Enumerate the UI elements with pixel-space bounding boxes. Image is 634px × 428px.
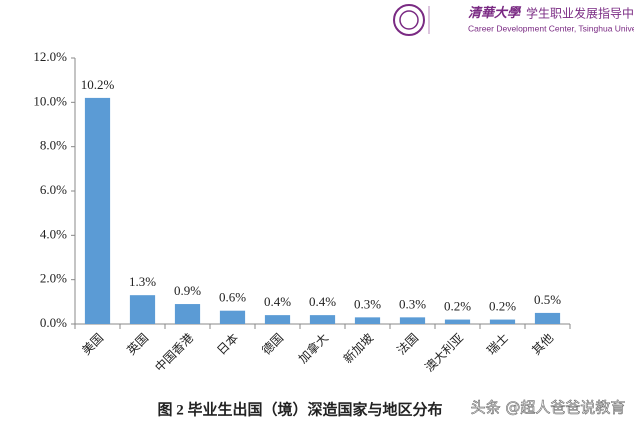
value-label: 0.2% [489,299,516,314]
y-tick-label: 10.0% [33,93,67,108]
x-tick-label: 德国 [259,330,287,358]
value-label: 0.3% [399,296,426,311]
bar [84,97,111,325]
x-tick-label: 日本 [214,331,241,358]
bar [264,315,291,324]
logo: 清華大學 学生职业发展指导中心 Career Development Cente… [393,4,634,36]
y-tick-label: 4.0% [40,226,67,241]
logo-mark [434,12,448,31]
bar [534,312,561,324]
bar [399,317,426,324]
center-name: 学生职业发展指导中心 [526,6,634,21]
value-label: 1.3% [129,274,156,289]
watermark: 头条 @超人爸爸说教育 [471,399,626,417]
bar [309,315,336,324]
x-tick-label: 加拿大 [295,330,331,366]
y-tick-label: 6.0% [40,182,67,197]
x-tick-label: 中国香港 [152,330,197,375]
x-tick-label: 英国 [124,331,151,358]
bar [489,319,516,324]
y-tick-label: 0.0% [40,315,67,330]
y-tick-label: 2.0% [40,271,67,286]
x-tick-label: 法国 [394,331,421,358]
bar [129,295,156,324]
value-label: 0.6% [219,290,246,305]
chart-title: 图 2 毕业生出国（境）深造国家与地区分布 [157,400,442,418]
value-label: 0.5% [534,292,561,307]
bar [174,304,201,324]
y-tick-label: 12.0% [33,49,67,64]
center-name-en: Career Development Center, Tsinghua Univ… [468,23,634,33]
x-tick-label: 美国 [79,331,106,358]
x-tick-label: 瑞士 [484,331,511,358]
bar [444,319,471,324]
x-tick-label: 澳大利亚 [422,331,466,375]
value-label: 0.2% [444,299,471,314]
bar [354,317,381,324]
x-tick-label: 其他 [529,331,556,358]
value-label: 10.2% [81,77,115,92]
logo-name: 清華大學 [468,5,522,20]
bar [219,310,246,324]
value-label: 0.3% [354,296,381,311]
value-label: 0.4% [309,294,336,309]
logo-emblem [393,4,425,36]
value-label: 0.9% [174,283,201,298]
x-tick-label: 新加坡 [340,330,376,366]
value-label: 0.4% [264,294,291,309]
y-tick-label: 8.0% [40,138,67,153]
logo-emblem-inner [399,10,419,30]
